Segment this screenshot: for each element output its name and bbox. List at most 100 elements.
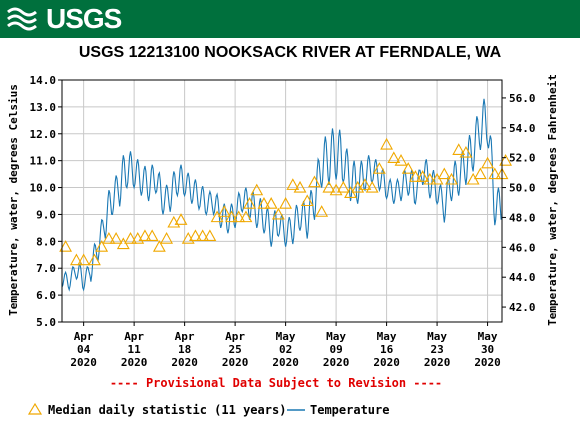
median-point-17 bbox=[189, 229, 202, 242]
median-point-54 bbox=[452, 143, 466, 155]
median-point-28 bbox=[264, 197, 278, 209]
median-point-44 bbox=[380, 137, 394, 150]
median-point-43 bbox=[372, 162, 386, 174]
x-tick-label-0-1: 04 bbox=[77, 343, 91, 356]
y-tick-label-0: 5.0 bbox=[36, 316, 56, 329]
median-point-21 bbox=[217, 205, 231, 217]
y2-tick-label-4: 50.0 bbox=[509, 182, 536, 195]
median-point-29 bbox=[271, 207, 285, 220]
x-tick-label-2-1: 18 bbox=[178, 343, 191, 356]
median-point-8 bbox=[124, 232, 137, 244]
usgs-logo[interactable]: USGS bbox=[6, 3, 122, 34]
y-axis-label-fahrenheit: Temperature, water, degrees Fahrenheit bbox=[546, 74, 559, 326]
x-tick-label-7-0: May bbox=[427, 330, 447, 343]
legend-temperature-label: Temperature bbox=[310, 403, 389, 417]
usgs-header-bar: USGS bbox=[0, 0, 580, 38]
y-tick-label-6: 11.0 bbox=[30, 155, 57, 168]
median-point-1 bbox=[69, 253, 83, 266]
median-point-58 bbox=[481, 156, 495, 169]
y-tick-label-8: 13.0 bbox=[30, 101, 57, 114]
median-point-36 bbox=[322, 180, 336, 193]
x-tick-label-8-1: 30 bbox=[481, 343, 494, 356]
y2-tick-label-1: 44.0 bbox=[509, 271, 536, 284]
median-point-46 bbox=[394, 154, 408, 166]
x-tick-label-1-2: 2020 bbox=[121, 356, 148, 369]
legend-median-marker bbox=[27, 402, 43, 415]
x-tick-label-4-0: May bbox=[276, 330, 296, 343]
chart: USGS 12213100 NOOKSACK RIVER AT FERNDALE… bbox=[7, 44, 559, 417]
median-point-12 bbox=[152, 240, 166, 252]
x-tick-label-8-2: 2020 bbox=[474, 356, 501, 369]
median-point-38 bbox=[336, 180, 350, 193]
median-point-61 bbox=[499, 154, 513, 166]
y2-tick-label-2: 46.0 bbox=[509, 241, 536, 254]
x-tick-label-0-0: Apr bbox=[74, 330, 94, 343]
y-axis-label-celsius: Temperature, water, degrees Celsius bbox=[7, 84, 20, 316]
median-point-34 bbox=[308, 175, 321, 188]
x-tick-label-5-2: 2020 bbox=[323, 356, 350, 369]
y2-tick-label-7: 56.0 bbox=[509, 92, 536, 105]
median-point-42 bbox=[365, 180, 379, 193]
median-point-53 bbox=[445, 172, 458, 185]
plot-frame bbox=[61, 79, 503, 323]
x-tick-label-2-2: 2020 bbox=[171, 356, 198, 369]
median-point-10 bbox=[138, 229, 152, 242]
median-point-15 bbox=[174, 213, 188, 225]
median-point-35 bbox=[315, 205, 329, 217]
x-tick-label-5-0: May bbox=[326, 330, 346, 343]
median-point-55 bbox=[459, 145, 473, 158]
median-point-59 bbox=[488, 167, 502, 180]
usgs-logo-text: USGS bbox=[46, 3, 122, 34]
x-tick-label-1-1: 11 bbox=[128, 343, 142, 356]
y-tick-label-4: 9.0 bbox=[36, 208, 56, 221]
y-tick-label-2: 7.0 bbox=[36, 262, 56, 275]
x-tick-label-4-1: 02 bbox=[279, 343, 292, 356]
y2-tick-label-0: 42.0 bbox=[509, 301, 536, 314]
x-tick-label-2-0: Apr bbox=[175, 330, 195, 343]
median-point-32 bbox=[293, 180, 307, 193]
median-point-57 bbox=[473, 167, 487, 180]
x-tick-label-6-2: 2020 bbox=[373, 356, 400, 369]
median-point-13 bbox=[160, 232, 174, 244]
usgs-wave-icon bbox=[7, 7, 37, 31]
x-tick-label-6-0: May bbox=[377, 330, 397, 343]
y2-tick-label-5: 52.0 bbox=[509, 152, 536, 165]
x-tick-label-1-0: Apr bbox=[124, 330, 144, 343]
median-point-6 bbox=[109, 232, 123, 244]
median-point-25 bbox=[243, 197, 256, 209]
median-point-18 bbox=[196, 229, 210, 242]
y-tick-label-3: 8.0 bbox=[36, 235, 56, 248]
median-point-50 bbox=[423, 172, 437, 185]
provisional-note: ---- Provisional Data Subject to Revisio… bbox=[110, 376, 442, 390]
x-tick-label-3-0: Apr bbox=[225, 330, 245, 343]
median-point-19 bbox=[203, 229, 217, 242]
median-point-24 bbox=[239, 210, 253, 223]
median-point-52 bbox=[437, 167, 451, 180]
x-tick-label-6-1: 16 bbox=[380, 343, 394, 356]
median-point-23 bbox=[232, 210, 246, 223]
median-point-5 bbox=[102, 232, 116, 244]
median-point-11 bbox=[145, 229, 159, 242]
median-point-27 bbox=[257, 197, 271, 209]
x-tick-label-3-2: 2020 bbox=[222, 356, 249, 369]
y-tick-label-9: 14.0 bbox=[30, 74, 57, 87]
y-tick-label-7: 12.0 bbox=[30, 128, 57, 141]
median-point-31 bbox=[286, 178, 300, 190]
y-tick-label-1: 6.0 bbox=[36, 289, 56, 302]
temperature-series-line bbox=[61, 98, 502, 292]
x-tick-label-4-2: 2020 bbox=[272, 356, 299, 369]
y-tick-label-5: 10.0 bbox=[30, 182, 57, 195]
median-point-49 bbox=[416, 170, 430, 182]
median-point-0 bbox=[59, 240, 73, 252]
median-point-26 bbox=[250, 183, 264, 196]
legend-median-label: Median daily statistic (11 years) bbox=[48, 403, 286, 417]
median-point-47 bbox=[401, 162, 415, 174]
x-tick-label-0-2: 2020 bbox=[70, 356, 97, 369]
x-tick-label-7-1: 23 bbox=[430, 343, 443, 356]
legend: Median daily statistic (11 years) Temper… bbox=[27, 402, 389, 417]
x-tick-label-5-1: 09 bbox=[329, 343, 342, 356]
x-tick-label-3-1: 25 bbox=[228, 343, 241, 356]
median-point-45 bbox=[387, 151, 401, 164]
median-point-22 bbox=[225, 210, 238, 223]
median-point-14 bbox=[167, 215, 181, 228]
